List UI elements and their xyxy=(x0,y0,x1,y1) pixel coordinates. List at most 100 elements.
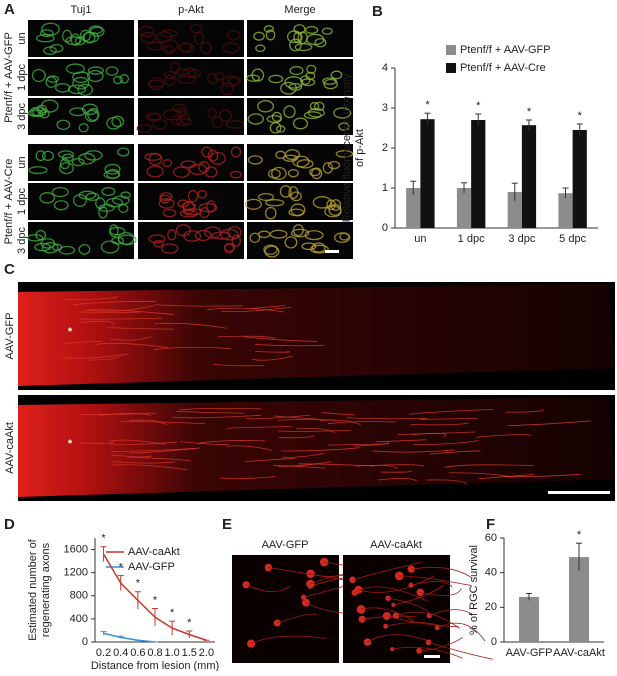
panel-label: D xyxy=(4,516,15,533)
cell xyxy=(304,230,324,241)
cell xyxy=(200,41,212,55)
significance-marker: * xyxy=(170,607,175,619)
cell xyxy=(311,242,326,253)
rgc-axon xyxy=(392,646,463,659)
panel-label: C xyxy=(4,261,15,278)
significance-marker: * xyxy=(101,533,106,545)
cell xyxy=(160,39,179,53)
axon xyxy=(217,335,276,339)
rgc-axon xyxy=(352,561,422,581)
cell xyxy=(214,72,225,81)
cell xyxy=(265,199,285,207)
cell xyxy=(224,242,235,252)
cell xyxy=(120,191,131,199)
scale-bar xyxy=(548,491,610,494)
cell xyxy=(49,43,64,53)
y-tick-label: 0 xyxy=(82,636,88,648)
cell xyxy=(136,124,153,133)
axon xyxy=(98,413,151,416)
cell xyxy=(292,224,304,237)
cell xyxy=(220,228,239,241)
rgc-axon xyxy=(420,588,462,596)
cell xyxy=(183,230,202,242)
column-label: Tuj1 xyxy=(71,4,92,16)
group-label: Ptenf/f + AAV-GFP xyxy=(3,32,15,123)
cell xyxy=(279,185,292,198)
cell xyxy=(117,147,130,157)
cell xyxy=(178,42,193,53)
column-label: p-Akt xyxy=(178,4,204,16)
cell xyxy=(101,187,116,197)
row-label: un xyxy=(16,156,28,168)
panel-label: A xyxy=(4,1,15,18)
axon xyxy=(213,363,265,367)
axon xyxy=(219,476,276,479)
cell xyxy=(69,107,87,117)
significance-marker: * xyxy=(153,594,158,606)
cell xyxy=(84,150,103,161)
cell xyxy=(72,71,91,84)
cell xyxy=(140,31,157,44)
cell xyxy=(222,42,240,54)
cell xyxy=(301,78,316,87)
cell xyxy=(65,36,82,46)
cell xyxy=(152,118,168,130)
cell xyxy=(159,194,171,204)
cell xyxy=(78,243,91,255)
cell xyxy=(111,115,125,128)
row-label: 1 dpc xyxy=(16,64,28,91)
rgc-axon xyxy=(367,634,427,643)
axon xyxy=(179,408,262,411)
y-tick-label: 800 xyxy=(70,590,88,602)
cell xyxy=(160,243,179,254)
cell xyxy=(138,25,155,38)
axon xyxy=(281,453,325,459)
axon xyxy=(255,350,290,353)
y-axis-label: of p-Akt xyxy=(354,129,366,167)
axon xyxy=(429,450,481,455)
axon xyxy=(321,412,356,416)
rgc-axon xyxy=(245,584,291,593)
cell xyxy=(226,30,241,41)
rgc-axon xyxy=(354,586,428,602)
cell xyxy=(149,77,165,91)
rgc-axon xyxy=(428,641,494,660)
cell xyxy=(249,232,261,244)
panel-label: E xyxy=(222,516,232,533)
cell xyxy=(292,155,310,168)
cell xyxy=(187,189,199,203)
panel-label: B xyxy=(372,3,383,20)
y-tick-label: 1 xyxy=(382,182,388,194)
cell xyxy=(39,192,56,204)
cell xyxy=(207,72,219,84)
axon xyxy=(245,414,311,420)
cell xyxy=(255,44,266,53)
rgc-axon xyxy=(250,635,327,645)
bar xyxy=(420,119,435,228)
cell xyxy=(26,234,44,242)
axon xyxy=(197,440,266,444)
axon xyxy=(280,447,361,452)
cell xyxy=(311,167,323,180)
cell xyxy=(171,115,182,126)
cell xyxy=(147,80,165,88)
cell xyxy=(313,101,325,111)
y-tick-label: 60 xyxy=(485,532,497,544)
axon xyxy=(154,304,243,307)
axon xyxy=(243,336,318,342)
rgc-axon xyxy=(411,567,473,579)
column-label: Merge xyxy=(284,4,315,16)
cell xyxy=(39,29,54,38)
rgc-axon xyxy=(399,575,472,586)
bar xyxy=(558,193,573,228)
group-label: Ptenf/f + AAV-Cre xyxy=(3,159,15,245)
image-column-label: AAV-GFP xyxy=(262,539,309,551)
cell xyxy=(175,118,193,127)
axon xyxy=(398,431,476,435)
axon xyxy=(226,445,273,451)
axon xyxy=(120,421,206,425)
axon xyxy=(175,410,244,414)
cell xyxy=(286,30,302,44)
axon xyxy=(109,336,152,341)
axon xyxy=(420,417,478,420)
